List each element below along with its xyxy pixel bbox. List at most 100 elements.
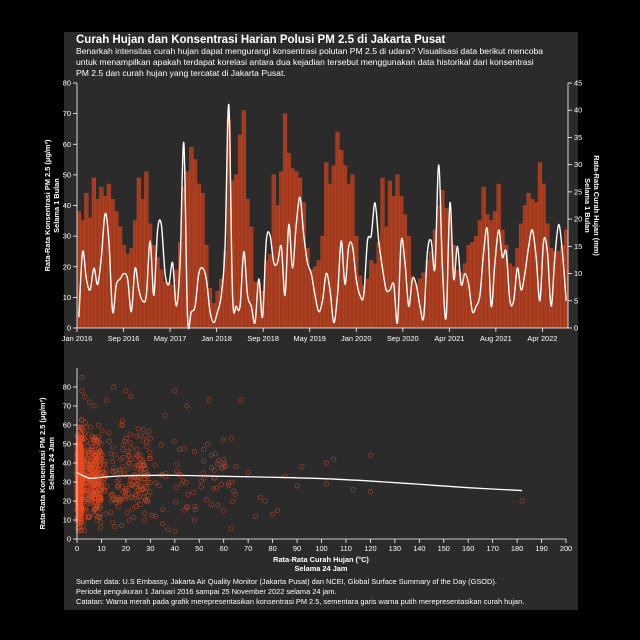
scatter-point bbox=[81, 516, 87, 522]
scatter-point bbox=[86, 489, 92, 495]
scatter-point bbox=[132, 456, 138, 462]
scatter-point bbox=[282, 473, 288, 479]
x-tick-label: 110 bbox=[340, 544, 352, 553]
scatter-point bbox=[192, 507, 198, 513]
scatter-point bbox=[120, 455, 126, 461]
pm25-bar bbox=[114, 211, 119, 329]
scatter-point bbox=[77, 500, 83, 506]
x-tick-label: 180 bbox=[511, 544, 523, 553]
y2-tick-label: 45 bbox=[574, 79, 582, 88]
scatter-point bbox=[367, 488, 373, 494]
scatter-point bbox=[331, 456, 337, 462]
x-tick-label: 40 bbox=[171, 544, 179, 553]
y-axis-title: Selama 1 Bulan bbox=[52, 178, 61, 233]
scatter-point bbox=[97, 525, 103, 531]
y-tick-label: 40 bbox=[63, 459, 71, 468]
scatter-point bbox=[92, 479, 98, 485]
pm25-bar bbox=[245, 199, 250, 329]
scatter-point bbox=[78, 515, 84, 521]
scatter-point bbox=[98, 494, 104, 500]
scatter-point bbox=[134, 493, 140, 499]
scatter-point bbox=[103, 397, 109, 403]
scatter-point bbox=[127, 482, 133, 488]
scatter-point bbox=[86, 431, 92, 437]
scatter-point bbox=[86, 501, 92, 507]
x-tick-label: Sep 2016 bbox=[108, 334, 140, 343]
y-tick-label: 0 bbox=[67, 324, 71, 333]
scatter-point bbox=[221, 460, 227, 466]
scatter-point bbox=[87, 462, 93, 468]
scatter-point bbox=[135, 482, 141, 488]
scatter-point bbox=[75, 455, 81, 461]
y-tick-label: 60 bbox=[63, 140, 71, 149]
pm25-bar bbox=[170, 284, 175, 329]
scatter-point bbox=[106, 430, 112, 436]
y-tick-label: 80 bbox=[63, 383, 71, 392]
scatter-point bbox=[81, 393, 87, 399]
scatter-point bbox=[191, 449, 197, 455]
y-tick-label: 80 bbox=[63, 79, 71, 88]
scatter-point bbox=[108, 492, 114, 498]
scatter-point bbox=[78, 488, 84, 494]
scatter-point bbox=[123, 494, 129, 500]
scatter-point bbox=[125, 449, 131, 455]
pm25-bar bbox=[530, 199, 535, 329]
scatter-point bbox=[96, 478, 102, 484]
scatter-point bbox=[133, 504, 139, 510]
scatter-point bbox=[75, 528, 81, 534]
scatter-point bbox=[115, 483, 121, 489]
scatter-point bbox=[173, 484, 179, 490]
scatter-point bbox=[163, 474, 169, 480]
scatter-point bbox=[132, 465, 138, 471]
scatter-point bbox=[127, 477, 133, 483]
scatter-point bbox=[147, 435, 153, 441]
scatter-point bbox=[174, 468, 180, 474]
scatter-point bbox=[323, 460, 329, 466]
x-tick-label: 200 bbox=[560, 544, 572, 553]
scatter-point bbox=[77, 497, 83, 503]
scatter-point bbox=[77, 528, 83, 534]
chart-title: Curah Hujan dan Konsentrasi Harian Polus… bbox=[76, 34, 446, 46]
scatter-point bbox=[85, 513, 91, 519]
scatter-point bbox=[146, 428, 152, 434]
scatter-point bbox=[112, 452, 118, 458]
x-tick-label: 20 bbox=[122, 544, 130, 553]
pm25-bar bbox=[148, 223, 153, 329]
footer-source: Sumber data: U.S Embassy, Jakarta Air Qu… bbox=[76, 577, 497, 586]
scatter-point bbox=[175, 472, 181, 478]
scatter-point bbox=[198, 478, 204, 484]
scatter-point bbox=[95, 474, 101, 480]
scatter-point bbox=[367, 452, 373, 458]
scatter-point bbox=[98, 473, 104, 479]
scatter-point bbox=[110, 520, 116, 526]
scatter-point bbox=[97, 511, 103, 517]
rainfall-line bbox=[78, 104, 567, 330]
scatter-point bbox=[77, 438, 83, 444]
y-tick-label: 70 bbox=[63, 109, 71, 118]
pm25-bar bbox=[357, 275, 363, 329]
footer-notes: Sumber data: U.S Embassy, Jakarta Air Qu… bbox=[76, 577, 576, 607]
scatter-point bbox=[95, 482, 101, 488]
scatter-point bbox=[102, 488, 108, 494]
scatter-point bbox=[172, 528, 178, 534]
x-tick-label: 130 bbox=[389, 544, 401, 553]
pm25-bar bbox=[95, 199, 100, 329]
x-tick-label: 160 bbox=[462, 544, 474, 553]
scatter-point bbox=[119, 483, 125, 489]
scatter-point bbox=[141, 463, 147, 469]
scatter-point bbox=[92, 492, 98, 498]
pm25-bar bbox=[159, 269, 164, 329]
scatter-point bbox=[91, 403, 97, 409]
scatter-point bbox=[123, 496, 129, 502]
scatter-point bbox=[142, 517, 148, 523]
scatter-point bbox=[135, 426, 141, 432]
scatter-point bbox=[209, 464, 215, 470]
scatter-point bbox=[117, 466, 123, 472]
scatter-point bbox=[323, 481, 329, 487]
x-tick-label: Apr 2022 bbox=[527, 334, 557, 343]
scatter-point bbox=[77, 519, 83, 525]
pm25-bar bbox=[196, 183, 201, 329]
scatter-point bbox=[113, 499, 119, 505]
scatter-point bbox=[252, 513, 258, 519]
scatter-point bbox=[135, 487, 141, 493]
